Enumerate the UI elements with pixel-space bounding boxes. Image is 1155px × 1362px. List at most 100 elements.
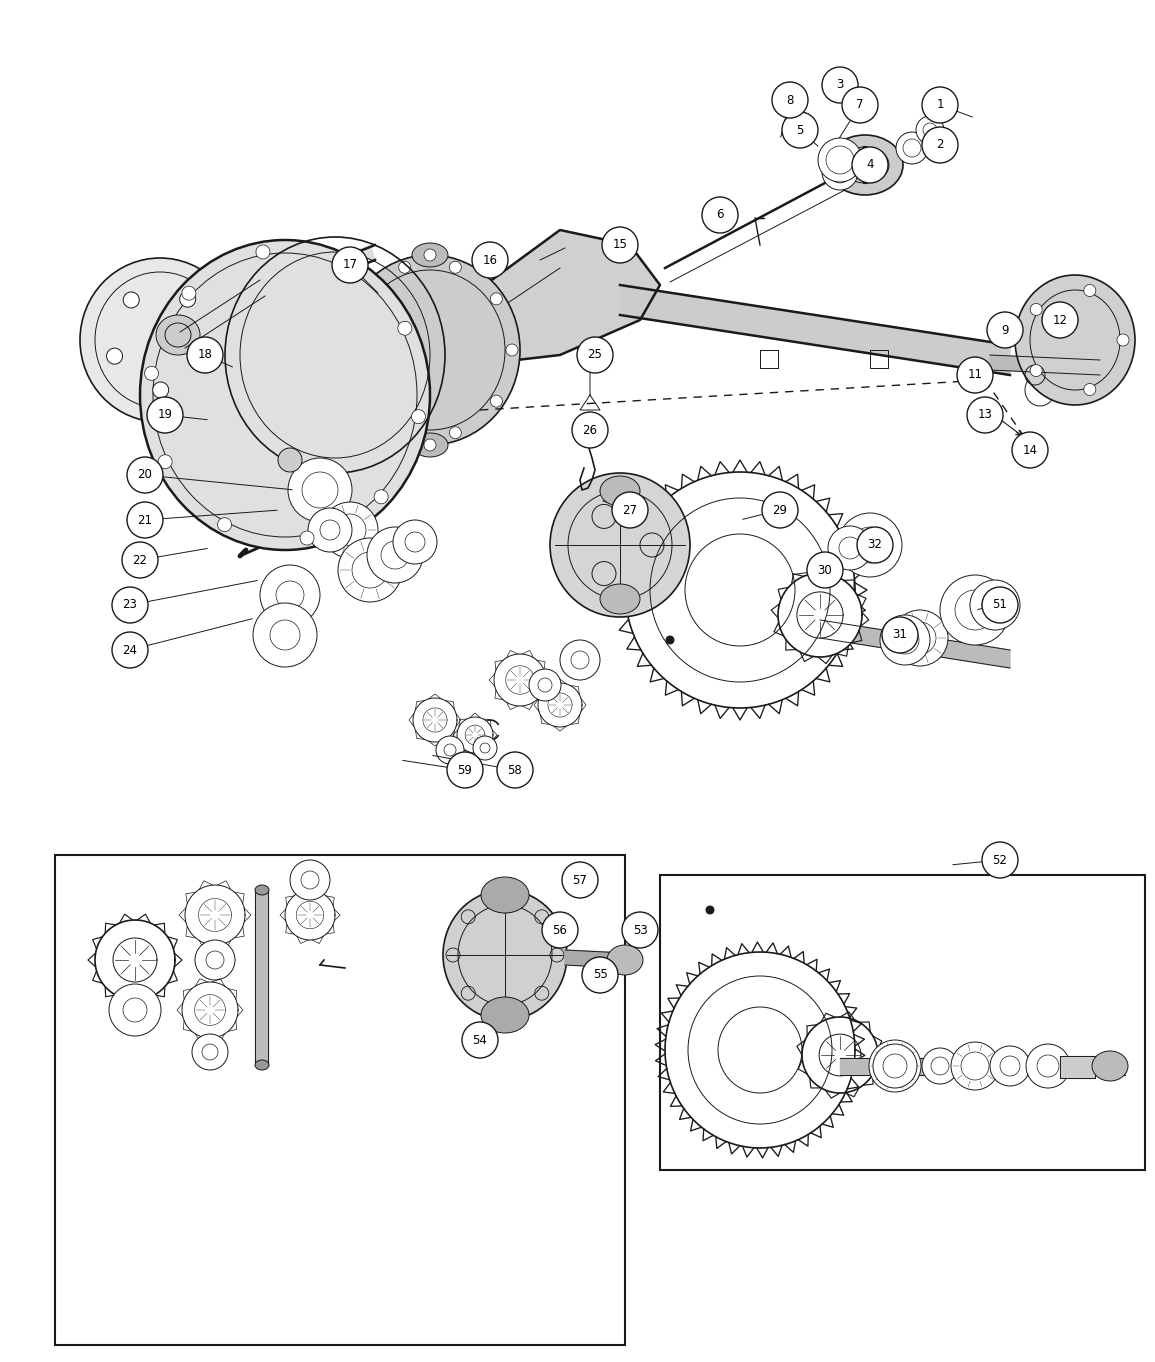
Ellipse shape — [255, 1060, 269, 1071]
Circle shape — [300, 531, 314, 545]
Circle shape — [334, 513, 366, 546]
Circle shape — [195, 940, 234, 981]
Text: 13: 13 — [977, 409, 992, 421]
Circle shape — [109, 983, 161, 1036]
Text: 17: 17 — [343, 259, 358, 271]
Circle shape — [826, 146, 854, 174]
Polygon shape — [802, 1017, 878, 1092]
Circle shape — [506, 345, 517, 355]
Circle shape — [447, 752, 483, 789]
Ellipse shape — [412, 242, 448, 267]
Polygon shape — [255, 889, 268, 1065]
Text: 12: 12 — [1052, 313, 1067, 327]
Circle shape — [582, 957, 618, 993]
Circle shape — [903, 139, 921, 157]
Text: 59: 59 — [457, 764, 472, 776]
Text: 4: 4 — [866, 158, 873, 172]
Circle shape — [147, 396, 182, 433]
Text: 26: 26 — [582, 424, 597, 436]
Polygon shape — [625, 473, 855, 708]
Circle shape — [818, 138, 862, 183]
Circle shape — [270, 620, 300, 650]
Circle shape — [276, 582, 304, 609]
Circle shape — [435, 735, 464, 764]
Polygon shape — [1060, 1056, 1095, 1077]
Text: 22: 22 — [133, 553, 148, 567]
Text: 14: 14 — [1022, 444, 1037, 456]
Circle shape — [982, 592, 1008, 618]
Polygon shape — [538, 682, 582, 727]
Circle shape — [882, 617, 918, 652]
Circle shape — [342, 345, 353, 355]
Polygon shape — [95, 919, 176, 1000]
Circle shape — [829, 161, 851, 183]
Polygon shape — [820, 620, 1009, 667]
Circle shape — [892, 610, 948, 666]
Circle shape — [988, 312, 1023, 349]
Polygon shape — [620, 285, 1009, 375]
Text: 30: 30 — [818, 564, 833, 576]
Text: 11: 11 — [968, 369, 983, 381]
Circle shape — [922, 87, 957, 123]
Circle shape — [462, 1022, 498, 1058]
Circle shape — [951, 1042, 999, 1090]
Text: 52: 52 — [992, 854, 1007, 866]
Circle shape — [127, 503, 163, 538]
Text: 8: 8 — [787, 94, 793, 106]
Circle shape — [822, 67, 858, 104]
Circle shape — [122, 998, 147, 1022]
Ellipse shape — [480, 877, 529, 913]
Circle shape — [873, 1045, 917, 1088]
Circle shape — [1037, 1056, 1059, 1077]
Circle shape — [301, 872, 319, 889]
Text: 15: 15 — [612, 238, 627, 252]
Circle shape — [623, 913, 658, 948]
Text: 56: 56 — [552, 923, 567, 937]
Circle shape — [398, 426, 411, 439]
Text: 24: 24 — [122, 643, 137, 656]
Circle shape — [896, 132, 927, 163]
Circle shape — [562, 862, 598, 898]
Circle shape — [880, 616, 930, 665]
Circle shape — [839, 537, 860, 558]
Polygon shape — [665, 952, 855, 1148]
Ellipse shape — [412, 433, 448, 458]
Ellipse shape — [827, 135, 903, 195]
Circle shape — [869, 1041, 921, 1092]
Polygon shape — [390, 230, 660, 370]
Polygon shape — [494, 654, 546, 706]
Circle shape — [572, 411, 608, 448]
Circle shape — [374, 490, 388, 504]
Polygon shape — [457, 716, 493, 753]
Circle shape — [571, 651, 589, 669]
Circle shape — [762, 492, 798, 528]
Text: 54: 54 — [472, 1034, 487, 1046]
Circle shape — [338, 538, 402, 602]
Circle shape — [1000, 1056, 1020, 1076]
Ellipse shape — [480, 997, 529, 1032]
Circle shape — [352, 552, 388, 588]
Text: 23: 23 — [122, 598, 137, 612]
Polygon shape — [565, 951, 625, 968]
Circle shape — [158, 455, 172, 469]
Circle shape — [931, 1057, 949, 1075]
Circle shape — [880, 1051, 910, 1081]
Circle shape — [842, 87, 878, 123]
Text: 16: 16 — [483, 253, 498, 267]
Ellipse shape — [599, 584, 640, 614]
Circle shape — [217, 518, 231, 531]
Circle shape — [256, 245, 270, 259]
Circle shape — [782, 112, 818, 148]
Text: 6: 6 — [716, 208, 724, 222]
Polygon shape — [778, 573, 862, 656]
Polygon shape — [840, 1058, 1125, 1075]
Circle shape — [560, 640, 599, 680]
Circle shape — [308, 508, 352, 552]
Circle shape — [397, 321, 412, 335]
Polygon shape — [100, 245, 375, 370]
Circle shape — [358, 293, 370, 305]
Text: 2: 2 — [937, 139, 944, 151]
Circle shape — [852, 147, 888, 183]
Circle shape — [538, 678, 552, 692]
Circle shape — [152, 381, 169, 398]
